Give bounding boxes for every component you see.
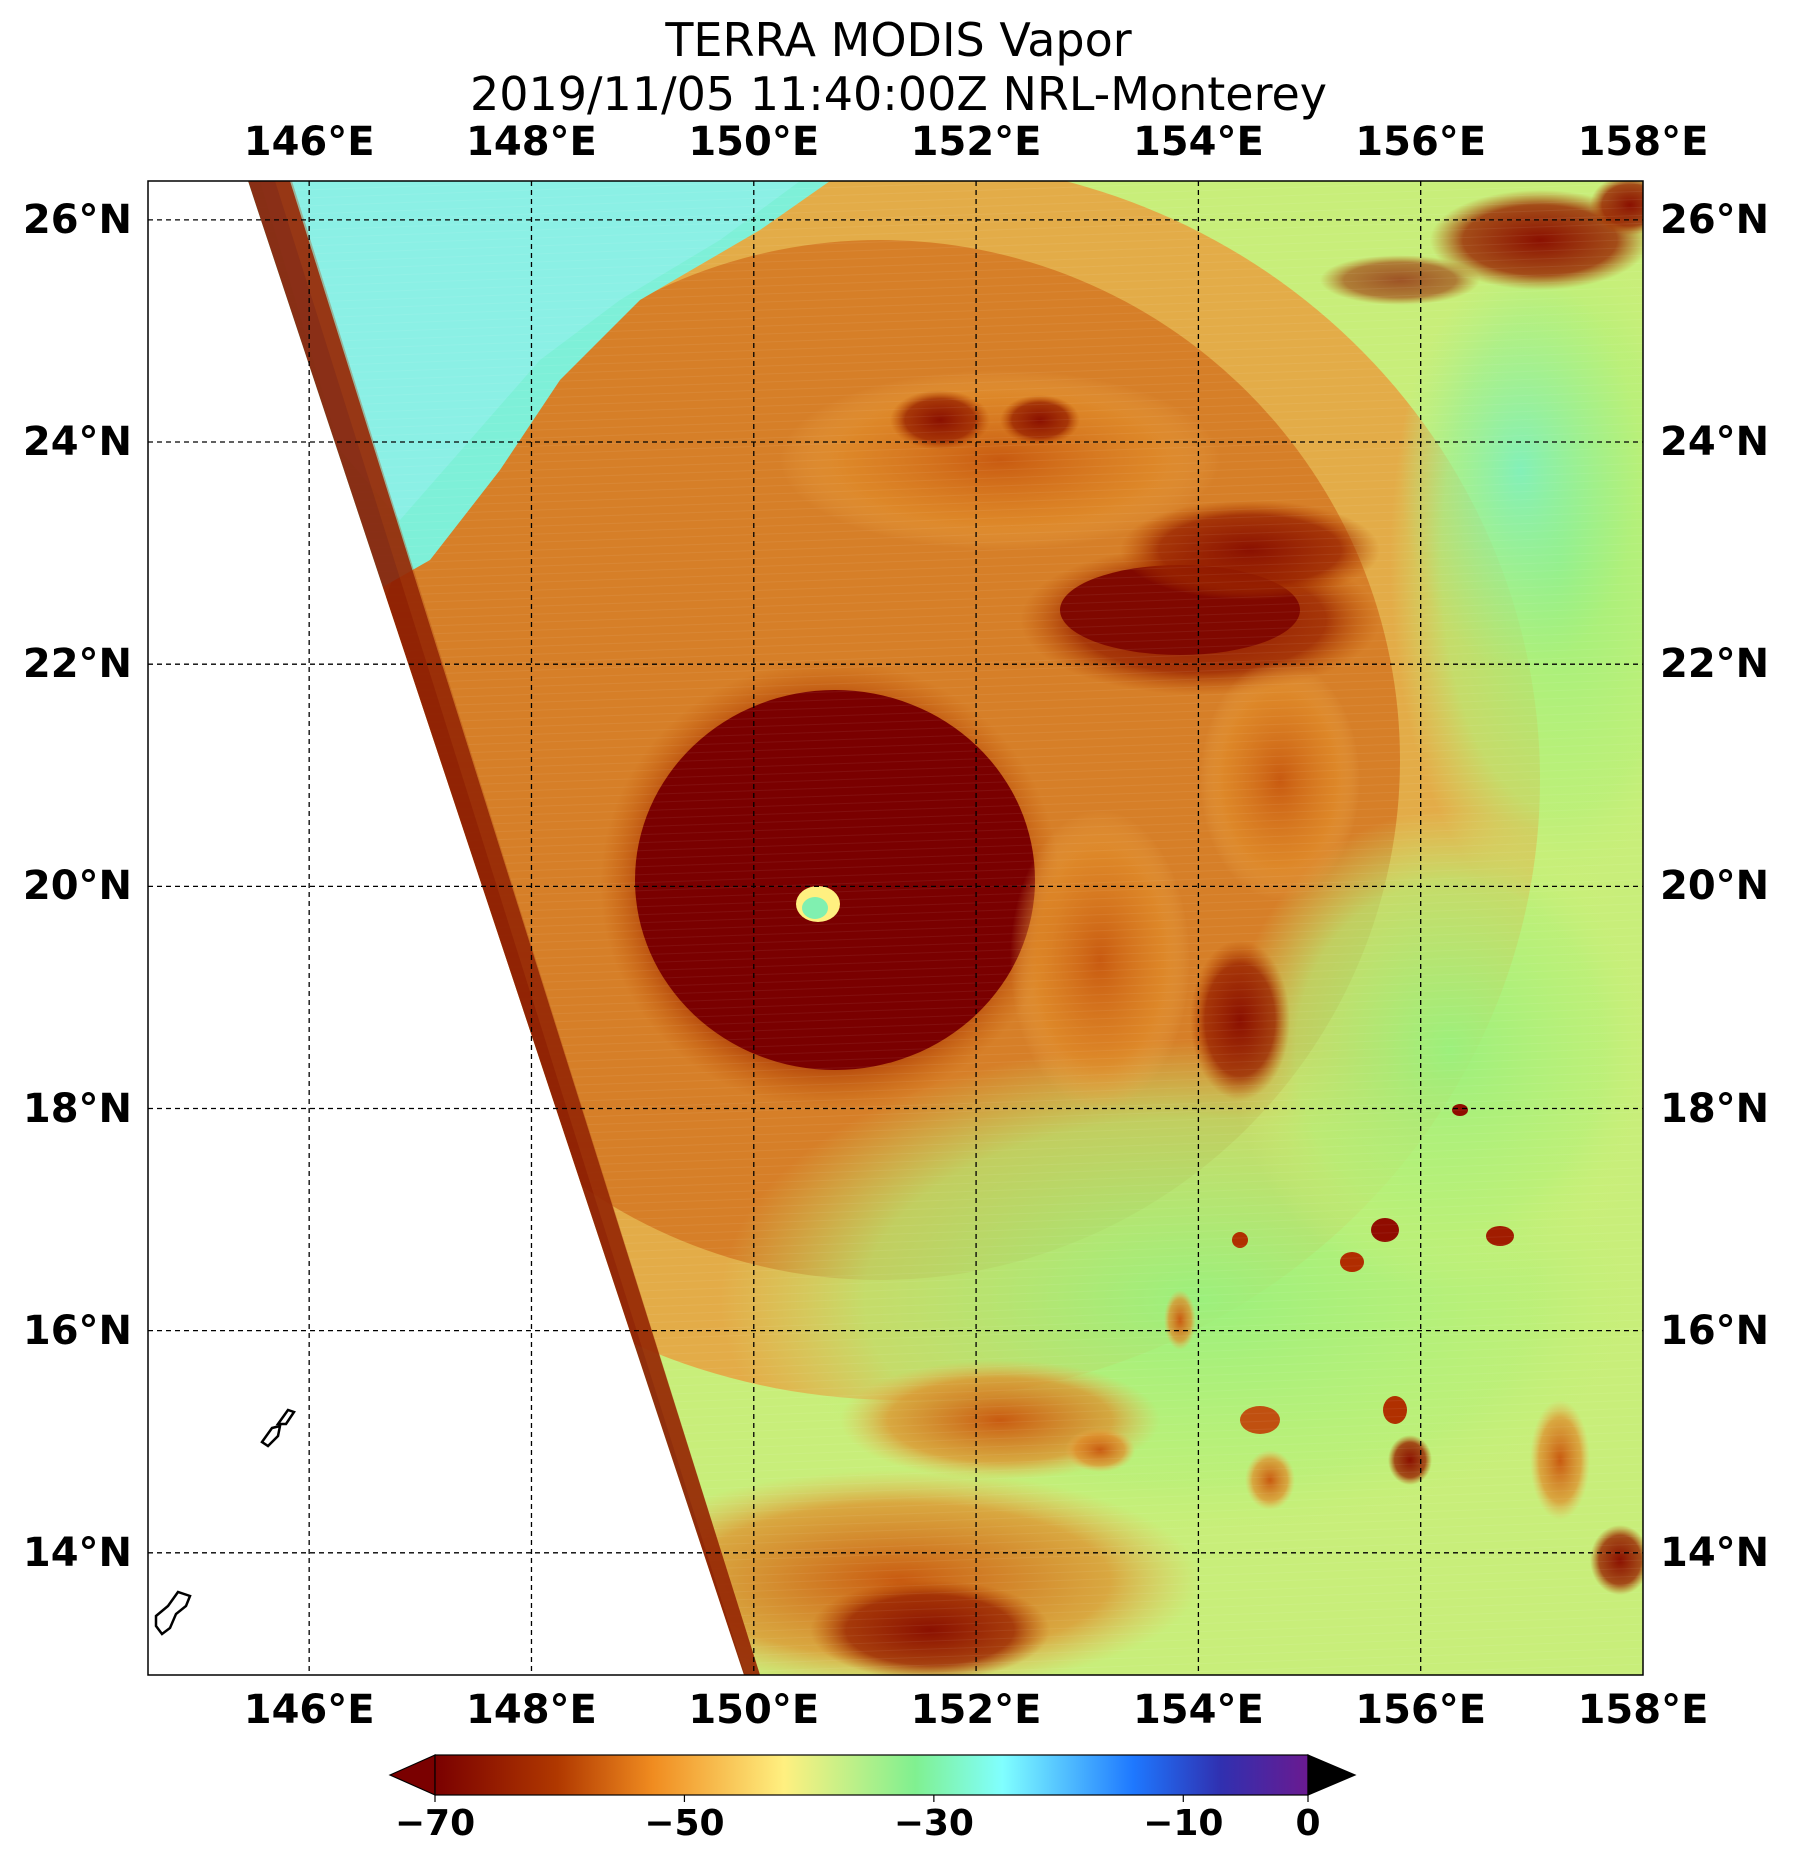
colorbar-tick-label: −50 [644, 1803, 725, 1844]
latitude-label: 16°N [1660, 1307, 1770, 1354]
longitude-label: 152°E [910, 119, 1042, 165]
plot-frame [147, 180, 1644, 1676]
longitude-label: 158°E [1577, 119, 1709, 165]
island-outline [154, 1590, 192, 1636]
longitude-label: 154°E [1132, 119, 1264, 165]
latitude-label: 24°N [22, 419, 132, 466]
colorbar-gradient [434, 1754, 1309, 1796]
latitude-label: 18°N [22, 1085, 132, 1132]
island-outline [260, 1424, 282, 1448]
map-subtitle: 2019/11/05 11:40:00Z NRL-Monterey [469, 67, 1328, 121]
latitude-label: 22°N [1660, 641, 1770, 688]
colorbar-tick-label: 0 [1295, 1803, 1321, 1844]
longitude-label: 156°E [1355, 119, 1487, 165]
longitude-label: 146°E [243, 119, 375, 165]
colorbar-tick-label: −70 [394, 1803, 476, 1844]
latitude-label: 24°N [1660, 419, 1770, 466]
latitude-label: 18°N [1660, 1085, 1770, 1132]
longitude-label: 154°E [1132, 1687, 1264, 1733]
latitude-label: 14°N [22, 1529, 132, 1576]
longitude-label: 148°E [466, 1687, 597, 1733]
latitude-label: 20°N [1660, 863, 1770, 910]
colorbar-extend-max [1307, 1754, 1357, 1796]
latitude-label: 20°N [22, 863, 132, 910]
colorbar-tick-label: −30 [893, 1803, 974, 1844]
latitude-label: 26°N [22, 196, 132, 243]
latitude-label: 22°N [22, 641, 132, 688]
latitude-label: 26°N [1660, 196, 1770, 243]
longitude-label: 156°E [1355, 1687, 1487, 1733]
satellite-swath [248, 181, 1643, 1675]
colorbar-tick-label: −10 [1143, 1803, 1224, 1844]
gridlines [148, 181, 1643, 1675]
longitude-label: 150°E [688, 1687, 820, 1733]
latitude-label: 16°N [22, 1307, 132, 1354]
longitude-label: 146°E [243, 1687, 375, 1733]
longitude-label: 148°E [466, 119, 597, 165]
longitude-label: 152°E [910, 1687, 1042, 1733]
latitude-label: 14°N [1660, 1529, 1770, 1576]
island-outline [275, 1408, 296, 1426]
longitude-label: 158°E [1577, 1687, 1709, 1733]
map-title: TERRA MODIS Vapor [665, 13, 1132, 67]
colorbar-extend-min [388, 1754, 436, 1796]
colorbar [388, 1754, 1357, 1802]
longitude-label: 150°E [688, 119, 820, 165]
